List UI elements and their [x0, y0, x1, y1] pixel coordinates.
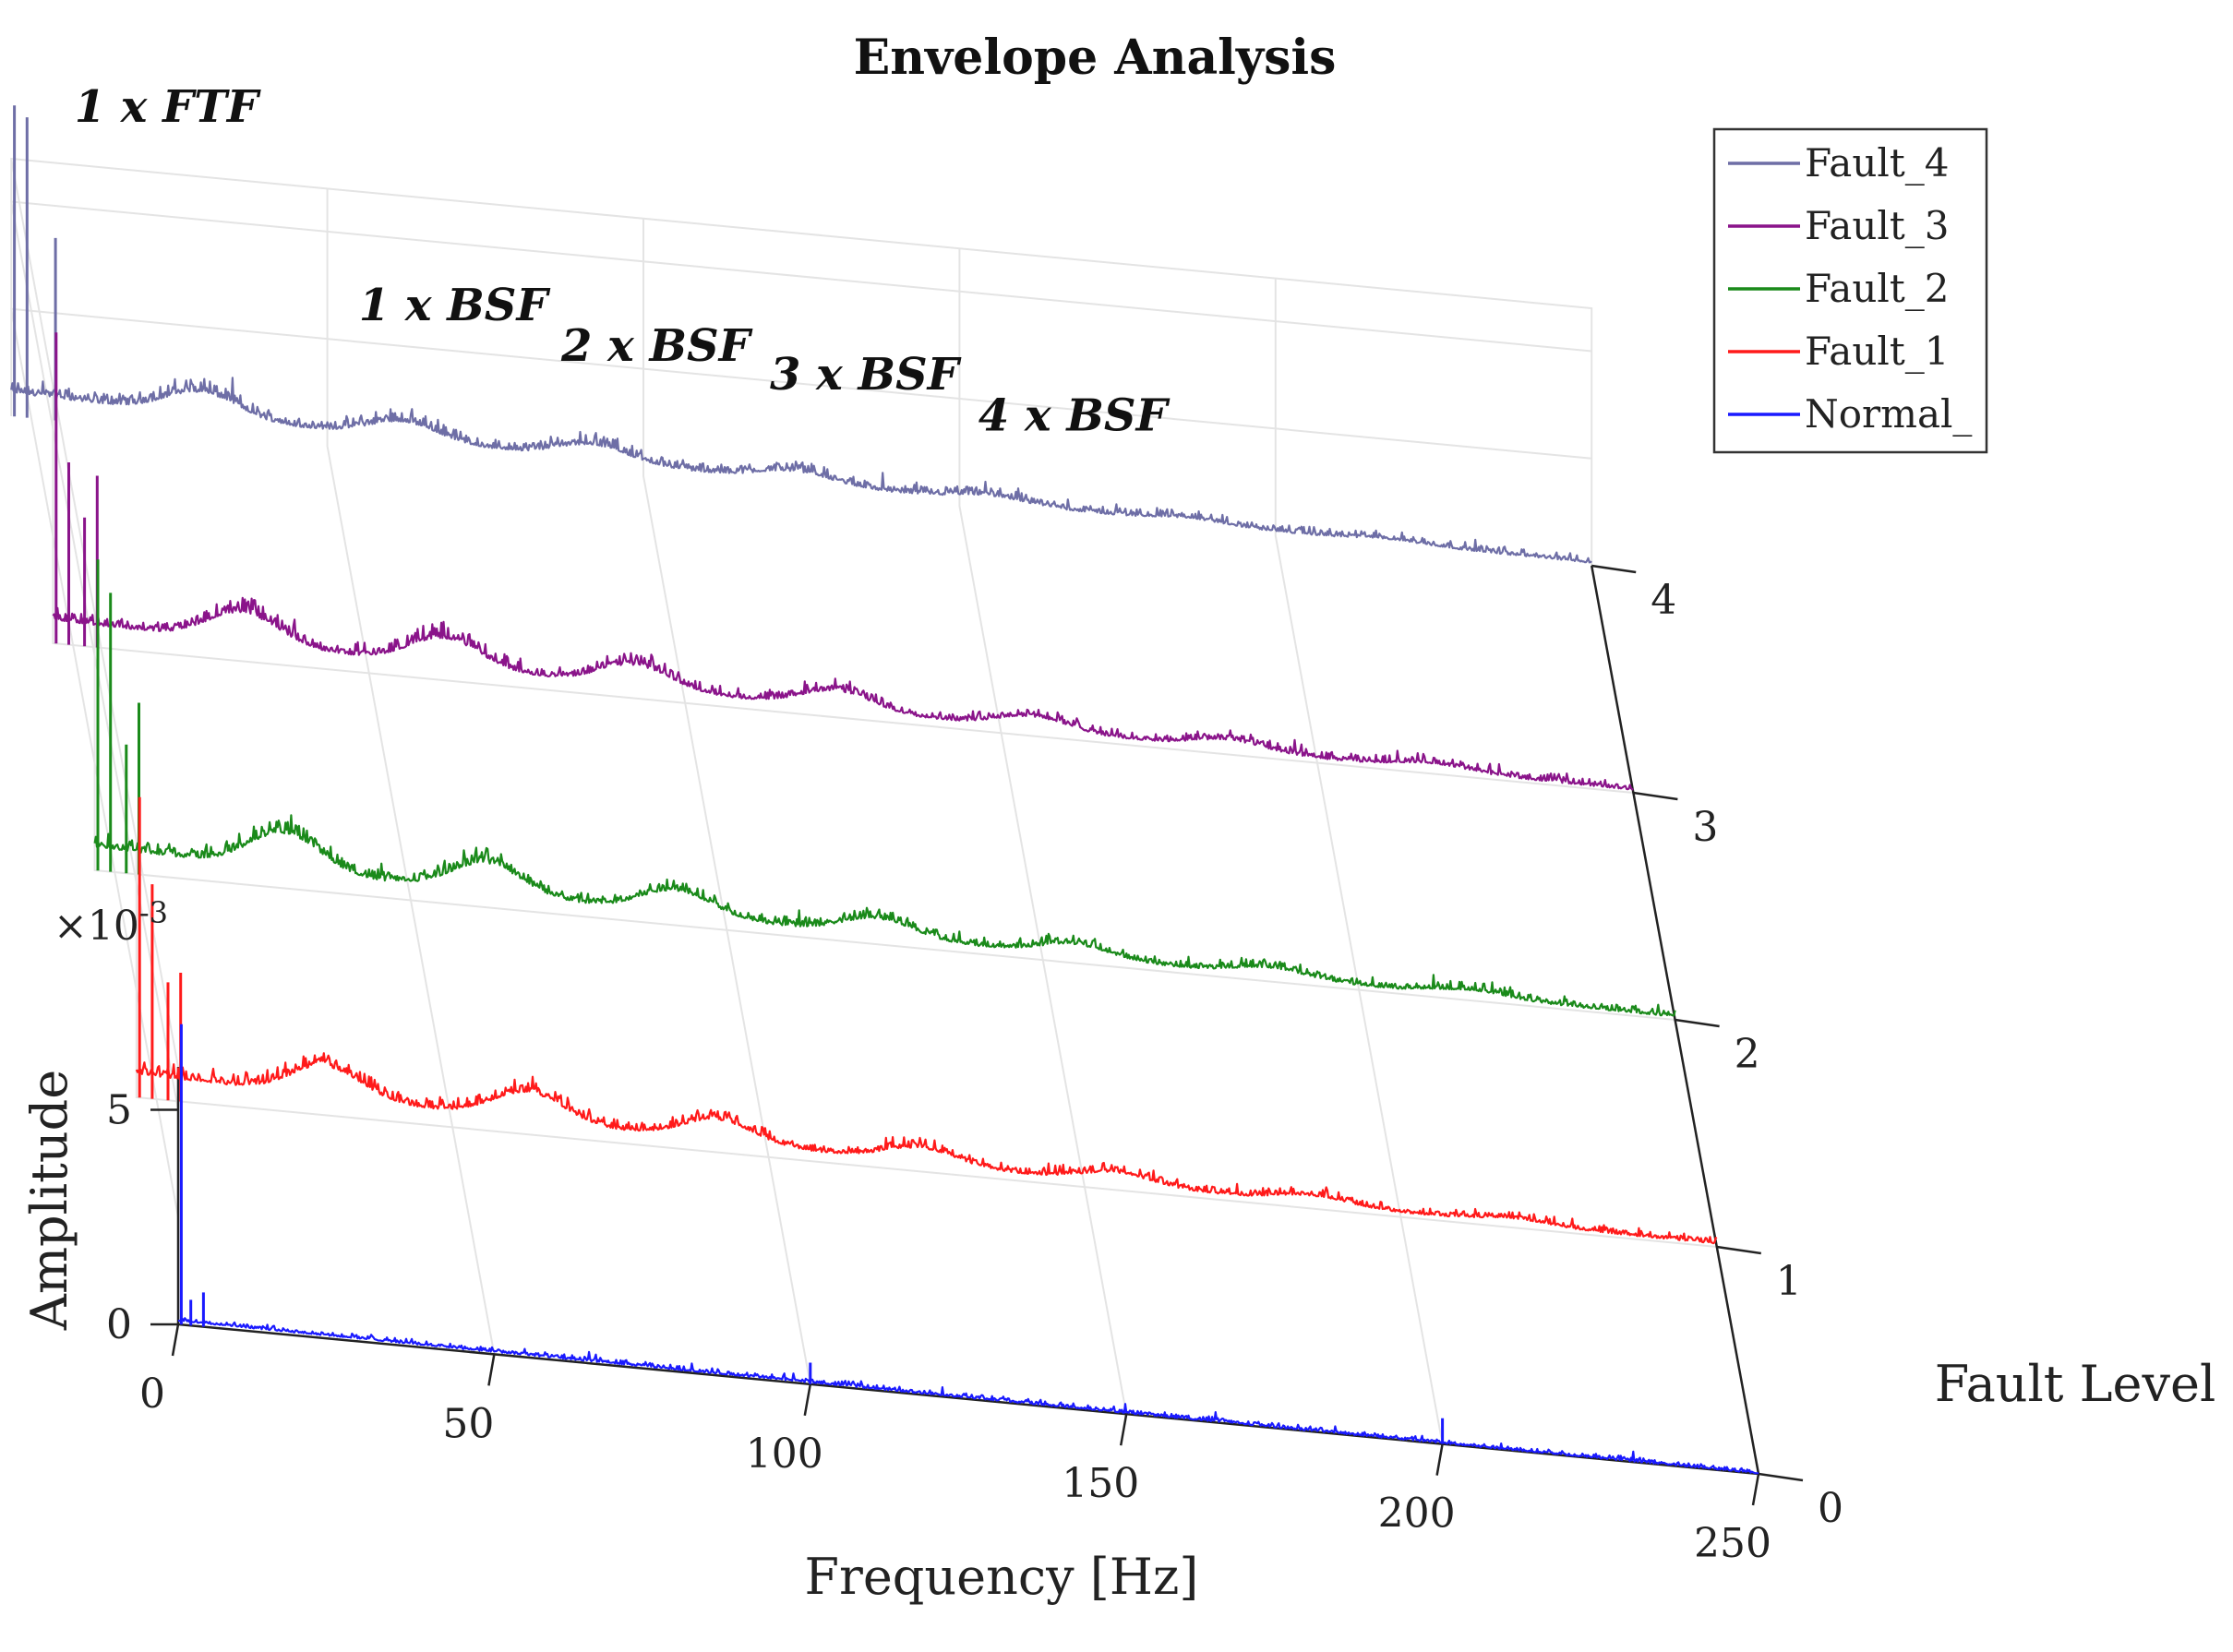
x-axis: [177, 1323, 1759, 1476]
series-line-fault_1: [135, 1052, 1718, 1245]
x-tick: [171, 1323, 180, 1357]
annotation-1: 1 x FTF: [75, 81, 261, 133]
chart-title: Envelope Analysis: [854, 30, 1337, 86]
z-tick-label: 5: [106, 1087, 132, 1134]
level-tick: [1758, 1472, 1804, 1482]
legend-box: [1712, 127, 1988, 454]
axes: [150, 564, 1804, 1506]
z-tick-label: 0: [106, 1301, 132, 1348]
level-tick-label: 4: [1651, 577, 1676, 624]
annotation-5: 4 x BSF: [978, 389, 1171, 441]
x-tick: [487, 1354, 496, 1386]
tick-labels: 0 50 100 150 200 250 0 1 2 3 4 0 5: [106, 577, 1843, 1567]
x-tick: [1435, 1443, 1444, 1476]
level-tick-label: 3: [1692, 804, 1718, 851]
gridline-z: [9, 200, 1592, 1110]
legend-label: Fault_1: [1805, 329, 1949, 374]
series-line-normal: [177, 1317, 1759, 1475]
level-tick-label: 1: [1776, 1258, 1802, 1305]
x-tick-label: 100: [746, 1431, 823, 1478]
x-tick-label: 200: [1378, 1490, 1456, 1538]
annotation-2: 1 x BSF: [359, 280, 551, 331]
level-tick-label: 0: [1818, 1485, 1843, 1532]
annotation-3: 2 x BSF: [560, 320, 753, 372]
legend-label: Normal_: [1805, 391, 1972, 437]
gridline-x: [958, 248, 1128, 1415]
x-tick-label: 250: [1694, 1520, 1771, 1567]
y-axis-label: Fault Level: [1935, 1355, 2215, 1413]
legend-label: Fault_3: [1805, 203, 1949, 248]
z-exponent: ×10-3: [54, 895, 168, 950]
legend: Fault_4 Fault_3 Fault_2 Fault_1 Normal_: [1712, 127, 1988, 454]
x-tick: [803, 1383, 812, 1417]
series: [10, 105, 1759, 1475]
legend-label: Fault_4: [1805, 140, 1949, 186]
x-tick: [1751, 1473, 1760, 1506]
level-tick-label: 2: [1735, 1031, 1760, 1078]
gridline-level: [93, 613, 1675, 1021]
gridline-level: [52, 386, 1634, 794]
gridline-x: [326, 188, 496, 1355]
x-tick-label: 0: [139, 1371, 165, 1418]
back-wall-frame: [10, 157, 1593, 566]
legend-label: Fault_2: [1805, 266, 1949, 311]
x-tick-label: 150: [1062, 1460, 1139, 1507]
series-line-fault_2: [93, 814, 1676, 1017]
level-tick: [1716, 1245, 1761, 1255]
x-axis-label: Frequency [Hz]: [805, 1548, 1199, 1606]
series-line-fault_3: [52, 596, 1634, 791]
gridline-x: [1274, 278, 1444, 1444]
level-tick: [1675, 1018, 1720, 1028]
level-tick: [1591, 564, 1637, 574]
level-tick: [1633, 791, 1678, 801]
gridline-level: [135, 840, 1717, 1248]
series-line-fault_4: [10, 377, 1592, 564]
z-axis-label: Amplitude: [20, 1070, 78, 1331]
x-tick: [1119, 1413, 1128, 1446]
x-tick-label: 50: [442, 1400, 494, 1447]
gridline-x: [642, 218, 811, 1384]
annotation-4: 3 x BSF: [770, 349, 962, 401]
